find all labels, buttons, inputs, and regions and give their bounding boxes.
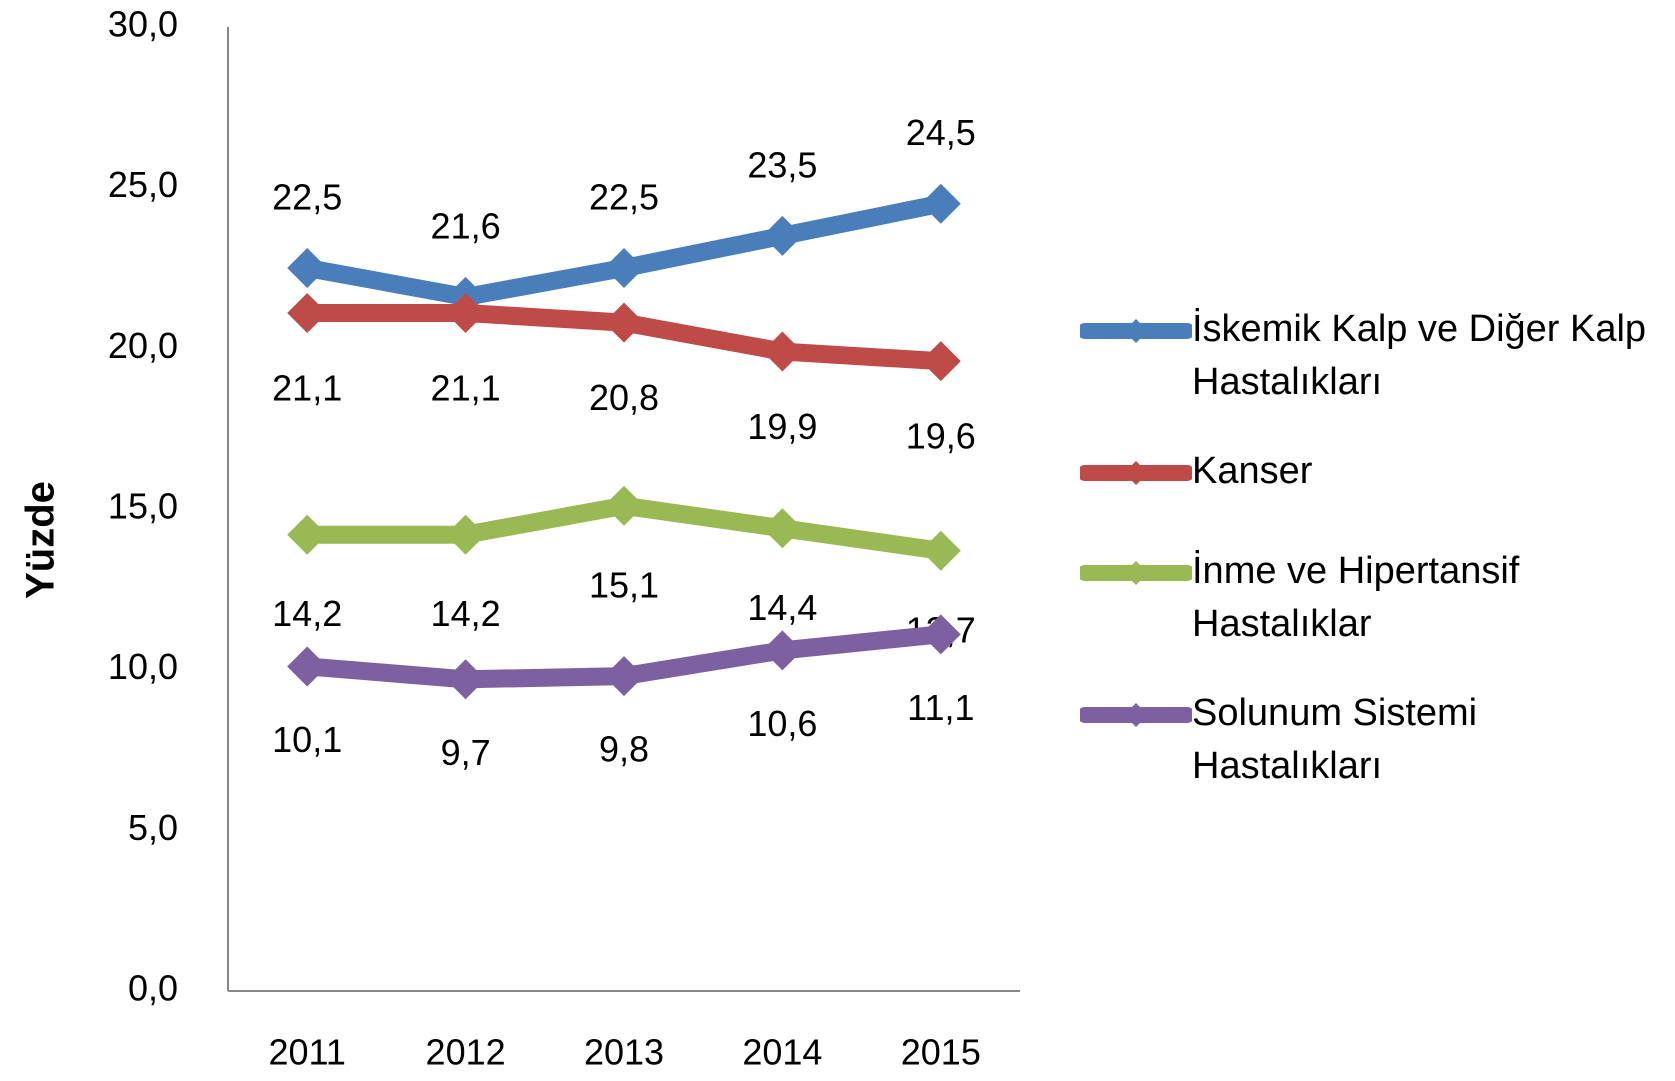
- legend-label: Kanser: [1192, 450, 1313, 492]
- legend-item: Kanser: [1080, 437, 1670, 509]
- y-tick-label: 20,0: [108, 325, 178, 366]
- marker: [604, 248, 644, 288]
- legend-marker: [1124, 461, 1148, 485]
- data-label: 14,2: [431, 593, 501, 634]
- legend-marker: [1124, 561, 1148, 585]
- legend-swatch: [1080, 703, 1192, 727]
- data-label: 9,8: [599, 729, 649, 770]
- legend-swatch: [1080, 319, 1192, 343]
- data-label: 14,2: [272, 593, 342, 634]
- x-tick-label: 2013: [584, 1032, 664, 1073]
- marker: [762, 508, 803, 549]
- data-label: 14,4: [747, 587, 817, 628]
- marker: [762, 215, 803, 256]
- data-label: 22,5: [589, 177, 659, 218]
- data-label: 21,6: [431, 205, 501, 246]
- data-label: 20,8: [589, 377, 659, 418]
- data-label: 10,1: [272, 719, 342, 760]
- marker: [920, 183, 961, 224]
- y-tick-label: 25,0: [108, 164, 178, 205]
- marker: [604, 485, 644, 526]
- data-label: 19,6: [906, 416, 976, 457]
- data-label: 10,6: [747, 703, 817, 744]
- data-label: 24,5: [906, 112, 976, 153]
- legend-item: İnme ve Hipertansif Hastalıklar: [1080, 537, 1670, 651]
- x-tick-label: 2015: [901, 1032, 981, 1073]
- marker: [604, 302, 644, 343]
- x-tick-label: 2011: [268, 1032, 345, 1073]
- x-tick-label: 2012: [426, 1032, 506, 1073]
- y-tick-label: 10,0: [108, 646, 178, 687]
- marker: [920, 341, 961, 382]
- legend-swatch: [1080, 461, 1192, 485]
- data-label: 11,1: [907, 687, 974, 728]
- marker: [287, 646, 328, 687]
- legend-item: Solunum Sistemi Hastalıkları: [1080, 679, 1670, 793]
- marker: [920, 530, 961, 571]
- data-label: 19,9: [747, 406, 817, 447]
- marker: [762, 331, 803, 372]
- legend-item: İskemik Kalp ve Diğer Kalp Hastalıkları: [1080, 295, 1670, 409]
- data-label: 22,5: [272, 177, 342, 218]
- marker: [920, 614, 961, 655]
- legend-marker: [1124, 703, 1148, 727]
- legend: İskemik Kalp ve Diğer Kalp Hastalıkları K…: [1080, 295, 1670, 821]
- legend-swatch: [1080, 561, 1192, 585]
- marker: [287, 292, 328, 333]
- legend-label: İskemik Kalp ve Diğer Kalp Hastalıkları: [1192, 308, 1647, 403]
- data-label: 15,1: [589, 564, 659, 605]
- data-label: 23,5: [747, 144, 817, 185]
- y-tick-label: 30,0: [108, 4, 178, 45]
- marker: [287, 248, 328, 288]
- data-label: 9,7: [441, 732, 491, 773]
- marker: [445, 514, 486, 555]
- data-label: 21,1: [272, 368, 342, 409]
- marker: [287, 514, 328, 555]
- y-tick-label: 0,0: [128, 968, 178, 1009]
- marker: [445, 292, 486, 333]
- y-tick-label: 5,0: [128, 807, 178, 848]
- x-tick-label: 2014: [742, 1032, 822, 1073]
- y-tick-label: 15,0: [108, 486, 178, 527]
- data-label: 21,1: [431, 368, 501, 409]
- legend-marker: [1124, 319, 1148, 343]
- marker: [604, 656, 644, 697]
- marker: [762, 630, 803, 671]
- y-axis-label: Yüzde: [19, 481, 63, 599]
- marker: [445, 659, 486, 700]
- legend-label: Solunum Sistemi Hastalıkları: [1192, 692, 1478, 787]
- legend-label: İnme ve Hipertansif Hastalıklar: [1192, 550, 1520, 645]
